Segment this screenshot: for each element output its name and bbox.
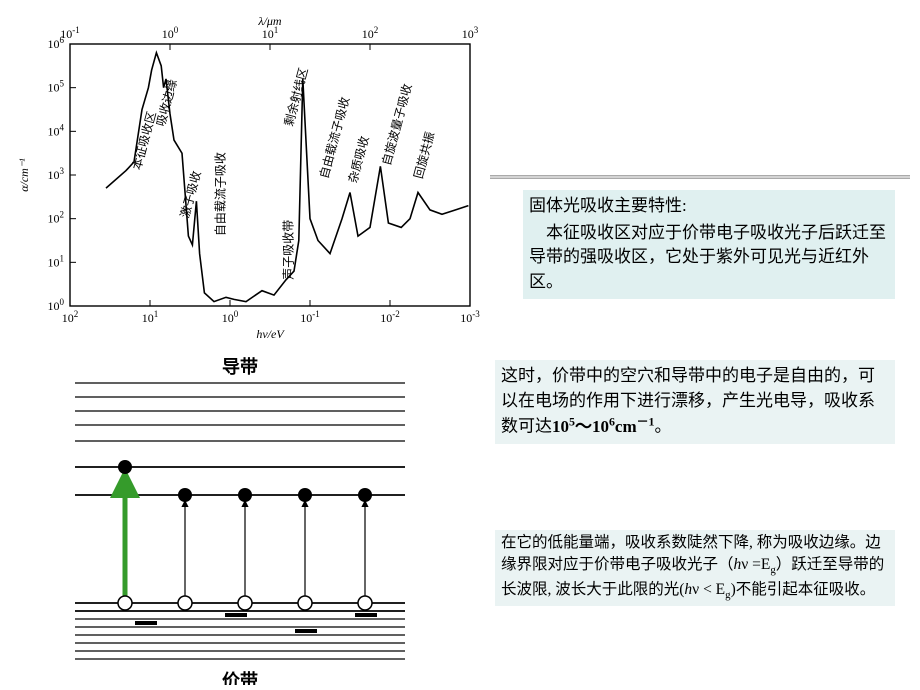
svg-text:hν/eV: hν/eV	[256, 327, 285, 340]
t3-h2: h	[684, 581, 692, 598]
svg-text:102: 102	[62, 309, 79, 325]
svg-text:导带: 导带	[222, 357, 258, 377]
svg-text:杂质吸收: 杂质吸收	[346, 135, 372, 185]
svg-text:103: 103	[48, 166, 65, 182]
svg-text:自由载流子吸收: 自由载流子吸收	[317, 95, 352, 180]
t3-eq: =E	[748, 556, 770, 573]
svg-text:10-1: 10-1	[300, 309, 320, 325]
svg-text:自旋波量子吸收: 自旋波量子吸收	[379, 82, 414, 167]
svg-text:104: 104	[48, 122, 65, 138]
svg-text:自由载流子吸收: 自由载流子吸收	[213, 152, 227, 236]
text-box-1-title: 固体光吸收主要特性:	[529, 194, 889, 219]
text-2-tilde: ～	[575, 417, 592, 436]
svg-text:101: 101	[142, 309, 159, 325]
svg-text:103: 103	[462, 25, 479, 41]
text-2-ten1: 10	[552, 417, 569, 436]
divider	[490, 175, 910, 179]
band-diagram: 导带价带	[55, 355, 425, 685]
svg-text:价带: 价带	[222, 671, 258, 685]
text-box-2: 这时，价带中的空穴和导带中的电子是自由的，可以在电场的作用下进行漂移，产生光电导…	[495, 360, 895, 444]
svg-text:激子吸收: 激子吸收	[178, 169, 204, 219]
svg-text:105: 105	[48, 79, 65, 95]
t3-c: )不能引起本征吸收。	[731, 581, 876, 598]
svg-text:102: 102	[362, 25, 379, 41]
text-box-3: 在它的低能量端，吸收系数陡然下降, 称为吸收边缘。边缘界限对应于价带电子吸收光子…	[495, 530, 895, 606]
svg-text:吸收边缘: 吸收边缘	[154, 78, 180, 128]
svg-text:10-2: 10-2	[380, 309, 400, 325]
text-box-1-content: 本征吸收区对应于价带电子吸收光子后跃迁至导带的强吸收区，它处于紫外可见光与近红外…	[529, 221, 889, 295]
svg-text:α/cm⁻¹: α/cm⁻¹	[17, 158, 31, 192]
svg-text:101: 101	[48, 253, 65, 269]
svg-text:100: 100	[222, 309, 239, 325]
svg-text:100: 100	[162, 25, 179, 41]
svg-text:声子吸收带: 声子吸收带	[281, 220, 295, 280]
text-2-ten2: 10	[592, 417, 609, 436]
svg-text:λ/μm: λ/μm	[257, 14, 282, 28]
text-box-1: 固体光吸收主要特性: 本征吸收区对应于价带电子吸收光子后跃迁至导带的强吸收区，它…	[523, 190, 895, 299]
svg-text:剩余射线区: 剩余射线区	[281, 66, 311, 128]
text-2-sup3: －1	[637, 414, 655, 428]
svg-text:106: 106	[48, 35, 65, 51]
t3-lt: < E	[699, 581, 725, 598]
svg-text:10-3: 10-3	[460, 309, 480, 325]
text-2-tail: 。	[654, 417, 671, 436]
text-2-cm: cm	[615, 417, 637, 436]
svg-text:回旋共振: 回旋共振	[411, 130, 437, 180]
absorption-spectrum-chart: 10210110010-110-210-310-1100101102103100…	[10, 10, 490, 340]
svg-text:102: 102	[48, 210, 65, 226]
